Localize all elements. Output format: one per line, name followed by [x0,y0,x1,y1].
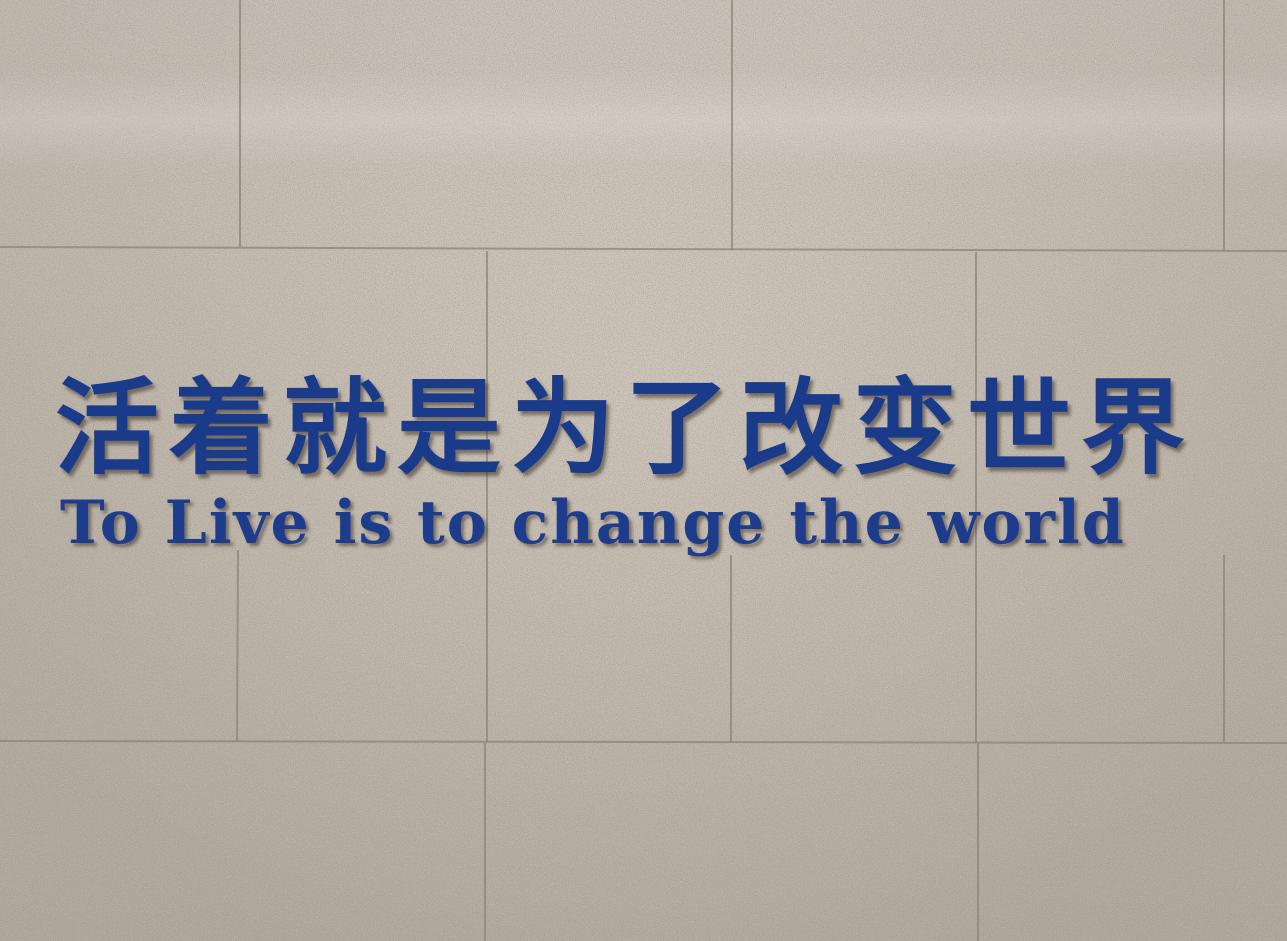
english-slogan: To Live is to change the world [60,488,1126,558]
chinese-slogan: 活着就是为了改变世界 [55,366,1196,489]
light-reflection [0,70,1287,170]
